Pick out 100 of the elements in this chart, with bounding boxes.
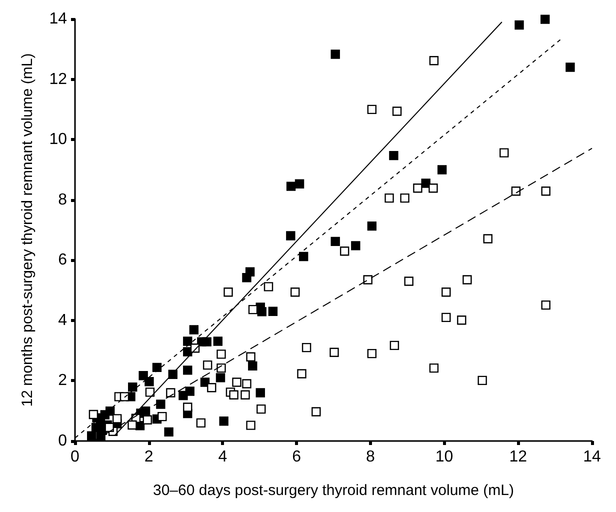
point bbox=[185, 386, 194, 396]
point bbox=[514, 20, 524, 30]
point bbox=[404, 276, 414, 286]
point bbox=[246, 352, 256, 362]
point bbox=[392, 106, 402, 116]
x-tick-label: 0 bbox=[70, 448, 80, 466]
point bbox=[367, 104, 377, 114]
point bbox=[256, 388, 265, 398]
point bbox=[213, 336, 223, 346]
point bbox=[330, 50, 340, 59]
x-tick-label: 8 bbox=[366, 448, 375, 466]
point bbox=[232, 378, 242, 387]
point bbox=[246, 420, 256, 430]
point bbox=[196, 418, 206, 428]
point bbox=[224, 287, 233, 297]
point bbox=[166, 388, 176, 398]
x-tick-label: 2 bbox=[144, 448, 154, 466]
point bbox=[442, 287, 451, 297]
point bbox=[330, 236, 340, 246]
x-tick-label: 6 bbox=[292, 448, 302, 466]
point bbox=[286, 231, 296, 240]
point bbox=[128, 382, 138, 392]
point bbox=[302, 342, 312, 352]
point bbox=[144, 377, 154, 386]
point bbox=[511, 186, 521, 196]
point bbox=[158, 412, 167, 422]
y-tick-label: 14 bbox=[49, 10, 68, 28]
point bbox=[242, 379, 252, 388]
point bbox=[390, 340, 400, 350]
point bbox=[384, 193, 394, 203]
point bbox=[164, 427, 174, 437]
point bbox=[145, 388, 155, 397]
point bbox=[183, 366, 192, 375]
y-axis-title: 12 months post-surgery thyroid remnant volume (mL) bbox=[19, 53, 36, 407]
point bbox=[483, 234, 492, 244]
point bbox=[367, 348, 377, 358]
point bbox=[257, 307, 266, 316]
point bbox=[294, 179, 304, 188]
point bbox=[202, 337, 212, 346]
x-tick-label: 14 bbox=[583, 448, 601, 466]
point bbox=[478, 376, 487, 386]
point bbox=[189, 325, 199, 334]
point bbox=[200, 378, 210, 387]
point bbox=[400, 193, 410, 203]
point bbox=[104, 422, 114, 432]
point bbox=[500, 148, 509, 158]
point bbox=[216, 363, 226, 373]
point bbox=[540, 14, 550, 24]
point bbox=[183, 336, 192, 346]
y-tick-label: 12 bbox=[49, 70, 68, 88]
point bbox=[256, 404, 266, 414]
point bbox=[566, 62, 575, 72]
x-tick-label: 4 bbox=[218, 448, 228, 466]
x-tick-label: 12 bbox=[509, 448, 528, 466]
point bbox=[437, 165, 447, 174]
point bbox=[330, 348, 339, 357]
point bbox=[245, 267, 255, 276]
point bbox=[429, 363, 439, 373]
point bbox=[142, 415, 152, 424]
point bbox=[462, 275, 472, 284]
point bbox=[541, 186, 550, 196]
point bbox=[457, 316, 466, 325]
y-tick-label: 4 bbox=[58, 312, 68, 329]
point bbox=[442, 312, 451, 322]
point bbox=[202, 360, 212, 370]
point bbox=[216, 350, 226, 359]
point bbox=[290, 287, 300, 297]
point bbox=[389, 150, 398, 160]
point bbox=[268, 306, 278, 316]
point bbox=[298, 252, 308, 262]
y-tick-label: 10 bbox=[49, 131, 68, 148]
point bbox=[367, 221, 377, 231]
point bbox=[87, 431, 96, 440]
point bbox=[363, 275, 372, 284]
point bbox=[156, 400, 166, 409]
point bbox=[216, 373, 226, 382]
point bbox=[312, 407, 321, 416]
point bbox=[428, 184, 438, 193]
point bbox=[152, 362, 162, 372]
point bbox=[248, 361, 258, 371]
point bbox=[351, 241, 360, 250]
point bbox=[297, 369, 306, 378]
point bbox=[88, 410, 98, 420]
y-tick-label: 0 bbox=[58, 432, 68, 450]
x-axis-title: 30–60 days post-surgery thyroid remnant volume (mL) bbox=[153, 482, 514, 499]
point bbox=[120, 392, 130, 402]
point bbox=[429, 56, 439, 66]
point bbox=[340, 246, 350, 256]
point bbox=[183, 402, 192, 412]
x-tick-label: 10 bbox=[435, 448, 454, 466]
point bbox=[264, 282, 274, 292]
point bbox=[240, 390, 250, 400]
point bbox=[219, 416, 228, 426]
point bbox=[229, 390, 238, 400]
y-tick-label: 6 bbox=[58, 252, 68, 269]
point bbox=[248, 304, 258, 314]
point bbox=[541, 300, 550, 310]
point bbox=[128, 420, 137, 430]
y-tick-label: 8 bbox=[58, 191, 68, 208]
point bbox=[112, 414, 122, 424]
